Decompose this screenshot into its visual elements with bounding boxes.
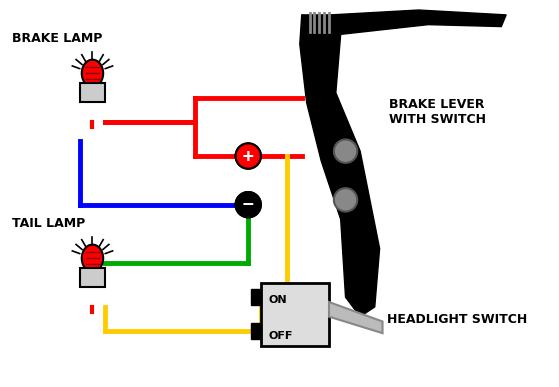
Text: TAIL LAMP: TAIL LAMP [12,217,85,230]
Circle shape [334,139,357,163]
Circle shape [235,143,261,169]
Text: ON: ON [269,295,287,305]
Circle shape [235,192,261,217]
Polygon shape [300,15,380,317]
Circle shape [235,143,261,169]
Polygon shape [331,10,506,34]
FancyBboxPatch shape [251,289,261,305]
Text: −: − [242,197,254,212]
Text: HEADLIGHT SWITCH: HEADLIGHT SWITCH [387,313,528,326]
FancyBboxPatch shape [80,268,105,288]
Text: OFF: OFF [269,331,293,341]
Text: −: − [242,197,254,212]
Circle shape [235,192,261,217]
Text: BRAKE LAMP: BRAKE LAMP [12,33,102,45]
Circle shape [334,188,357,212]
Text: +: + [242,149,254,164]
Ellipse shape [82,245,103,272]
Text: +: + [242,149,254,164]
FancyBboxPatch shape [251,324,261,339]
FancyBboxPatch shape [261,283,329,346]
Text: BRAKE LEVER
WITH SWITCH: BRAKE LEVER WITH SWITCH [390,98,486,126]
Polygon shape [329,302,382,333]
Ellipse shape [82,60,103,87]
FancyBboxPatch shape [80,83,105,103]
